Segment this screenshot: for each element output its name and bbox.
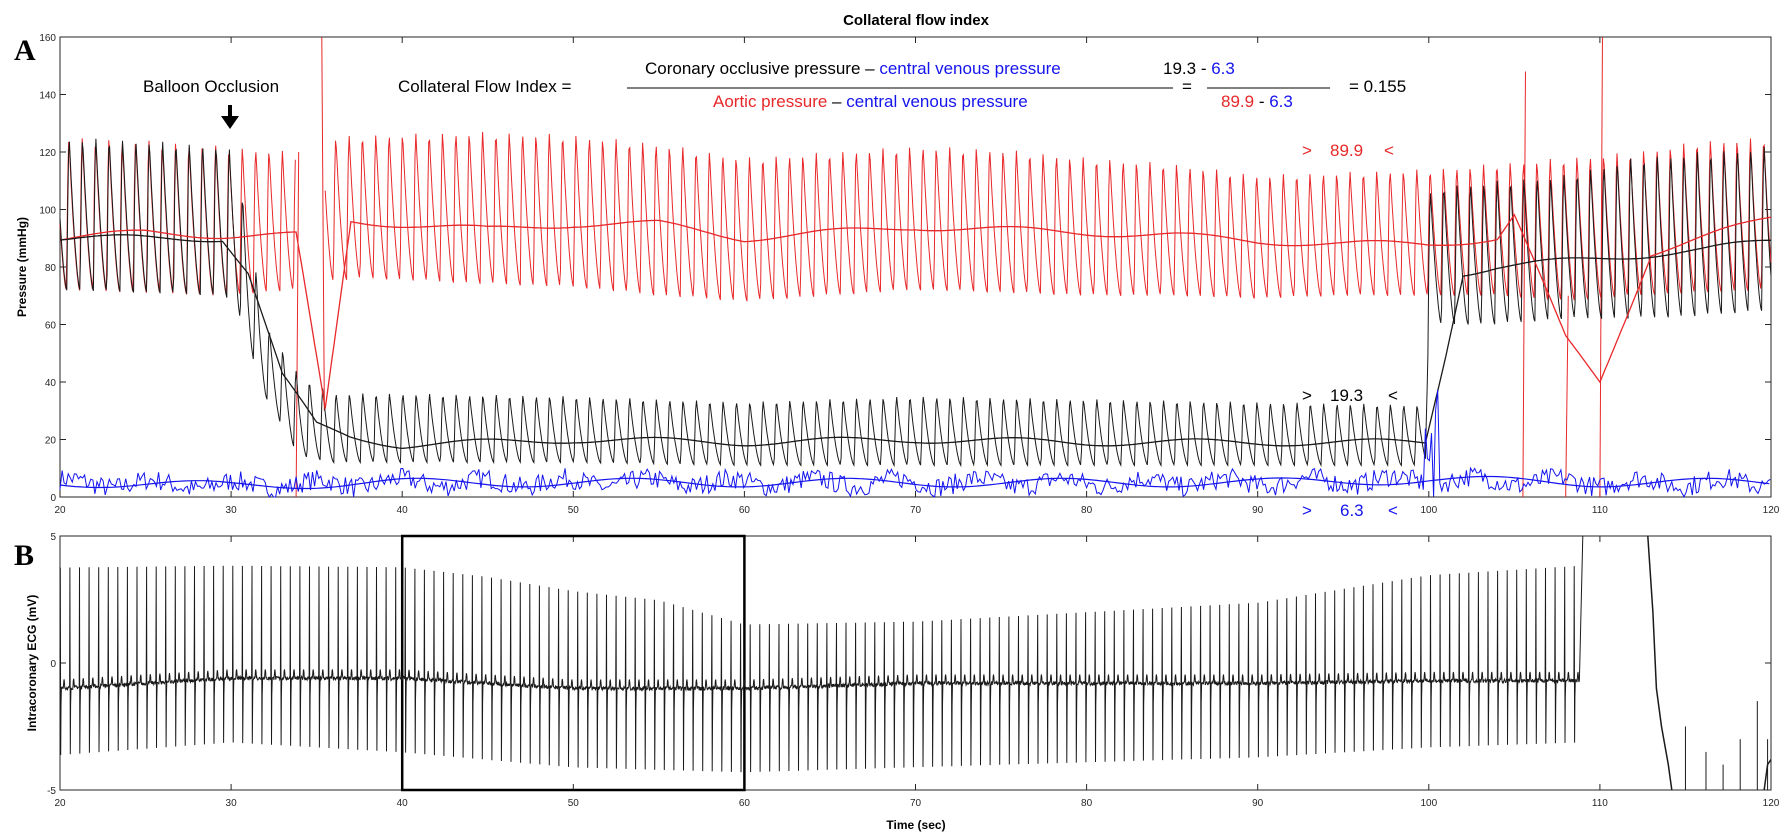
panel-b-frame — [59, 535, 1772, 791]
venous-pressure-trace — [59, 389, 1771, 499]
panel-b-ticks: 20 30 40 50 60 70 80 90 100 110 120 -5 0 5 — [47, 532, 1780, 809]
panel-a-xtick-label: 30 — [226, 505, 238, 516]
panel-b-xtick-label: 60 — [739, 798, 751, 809]
panel-a-xtick-label: 110 — [1592, 505, 1608, 516]
numerator-coronary-pressure: Coronary occlusive pressure — [645, 59, 860, 78]
marker-coronary-value: 19.3 — [1330, 386, 1363, 405]
den-value-venous: 6.3 — [1269, 92, 1293, 111]
num-value-venous: 6.3 — [1211, 59, 1235, 78]
panel-b-xtick-label: 120 — [1763, 798, 1780, 809]
marker-aortic-left: > — [1302, 141, 1312, 160]
panel-b-xtick-label: 70 — [910, 798, 922, 809]
panel-a-ytick-label: 100 — [39, 206, 56, 217]
panel-b-ytick-label: -5 — [47, 786, 56, 797]
marker-venous-right: < — [1388, 501, 1398, 520]
num-value-coronary: 19.3 — [1163, 59, 1196, 78]
panel-a-ytick-label: 40 — [45, 378, 57, 389]
venous-mean-pressure-line — [59, 475, 1770, 490]
panel-a-ytick-label: 20 — [45, 436, 57, 447]
aortic-artefact-spike-3 — [1565, 295, 1569, 498]
marker-aortic-right: < — [1384, 141, 1394, 160]
numerator-venous-pressure: central venous pressure — [879, 59, 1060, 78]
den-value-sep: - — [1254, 92, 1269, 111]
panel-b-xtick-label: 110 — [1592, 798, 1608, 809]
aortic-pressure-trace-1 — [324, 131, 1772, 302]
marker-aortic: > 89.9 < — [1302, 141, 1394, 160]
aortic-artefact-spike-2 — [1522, 71, 1526, 498]
panel-b-ytick-label: 5 — [50, 532, 56, 543]
panel-b-axes: 20 30 40 50 60 70 80 90 100 110 120 -5 0 5 — [47, 532, 1780, 809]
panel-a-xtick-label: 50 — [568, 505, 580, 516]
panel-b-xtick-label: 30 — [226, 798, 238, 809]
cfi-equals: = — [1182, 77, 1192, 96]
panel-a-ylabel: Pressure (mmHg) — [15, 217, 29, 317]
panel-b-ylabel: Intracoronary ECG (mV) — [25, 595, 39, 732]
panel-label-a: A — [14, 34, 36, 67]
balloon-arrow-icon — [221, 105, 239, 129]
den-value-aortic: 89.9 — [1221, 92, 1254, 111]
marker-venous-value: 6.3 — [1340, 501, 1364, 520]
cfi-denominator: Aortic pressure – central venous pressur… — [713, 92, 1028, 111]
aortic-artefact-spike-0 — [295, 151, 300, 498]
cfi-label: Collateral Flow Index = — [398, 77, 571, 96]
num-value-sep: - — [1196, 59, 1211, 78]
chart-title: Collateral flow index — [843, 12, 990, 29]
panel-b-xtick-label: 40 — [397, 798, 409, 809]
panel-a-xtick-label: 90 — [1252, 505, 1264, 516]
ecg-artefact-trace — [1647, 535, 1673, 791]
denominator-dash: – — [827, 92, 846, 111]
panel-b-ytick-label: 0 — [50, 659, 56, 670]
cfi-result: = 0.155 — [1349, 77, 1406, 96]
panel-a-xtick-label: 40 — [397, 505, 409, 516]
panel-b-xlabel: Time (sec) — [886, 818, 945, 832]
numerator-dash: – — [860, 59, 879, 78]
marker-aortic-value: 89.9 — [1330, 141, 1363, 160]
aortic-mean-pressure-line — [59, 213, 1772, 409]
panel-a-xtick-label: 60 — [739, 505, 751, 516]
marker-coronary-left: > — [1302, 386, 1312, 405]
panel-b-xtick-label: 90 — [1252, 798, 1264, 809]
panel-a-ytick-label: 140 — [39, 91, 56, 102]
panel-b-xtick-label: 100 — [1420, 798, 1437, 809]
panel-a-ytick-label: 120 — [39, 148, 56, 159]
panel-b-xtick-label: 50 — [568, 798, 580, 809]
cfi-value-numerator: 19.3 - 6.3 — [1163, 59, 1235, 78]
marker-venous: > 6.3 < — [1302, 501, 1398, 520]
panel-a-xtick-label: 80 — [1081, 505, 1093, 516]
aortic-artefact-spike-4 — [1599, 36, 1603, 498]
panel-b-xtick-label: 20 — [54, 798, 66, 809]
intracoronary-ecg-trace — [59, 535, 1584, 773]
panel-a-xtick-label: 100 — [1420, 505, 1437, 516]
panel-b-series — [59, 534, 1772, 792]
panel-a-xtick-label: 120 — [1763, 505, 1780, 516]
ecg-artefact-end — [1763, 759, 1772, 791]
coronary-pressure-trace — [59, 138, 1772, 468]
marker-coronary-right: < — [1388, 386, 1398, 405]
panel-a-ytick-label: 80 — [45, 263, 57, 274]
panel-a-series — [59, 36, 1772, 499]
highlight-box — [400, 534, 746, 792]
panel-b-xtick-label: 80 — [1081, 798, 1093, 809]
panel-a-axes: 20 30 40 50 60 70 80 90 100 110 120020406080100120… — [39, 33, 1779, 516]
cfi-value-denominator: 89.9 - 6.3 — [1221, 92, 1293, 111]
marker-coronary: > 19.3 < — [1302, 386, 1398, 405]
panel-a-ytick-label: 0 — [50, 493, 56, 504]
denominator-venous-pressure: central venous pressure — [846, 92, 1027, 111]
panel-a-ytick-label: 160 — [39, 33, 56, 44]
aortic-artefact-spike-1 — [321, 36, 325, 411]
cfi-numerator: Coronary occlusive pressure – central ve… — [645, 59, 1061, 78]
denominator-aortic-pressure: Aortic pressure — [713, 92, 827, 111]
balloon-occlusion-label: Balloon Occlusion — [143, 77, 279, 96]
marker-venous-left: > — [1302, 501, 1312, 520]
panel-a-xtick-label: 70 — [910, 505, 922, 516]
panel-a-ytick-label: 60 — [45, 321, 57, 332]
coronary-mean-pressure-line — [59, 234, 1772, 450]
panel-label-b: B — [14, 539, 34, 572]
panel-a-xtick-label: 20 — [54, 505, 66, 516]
